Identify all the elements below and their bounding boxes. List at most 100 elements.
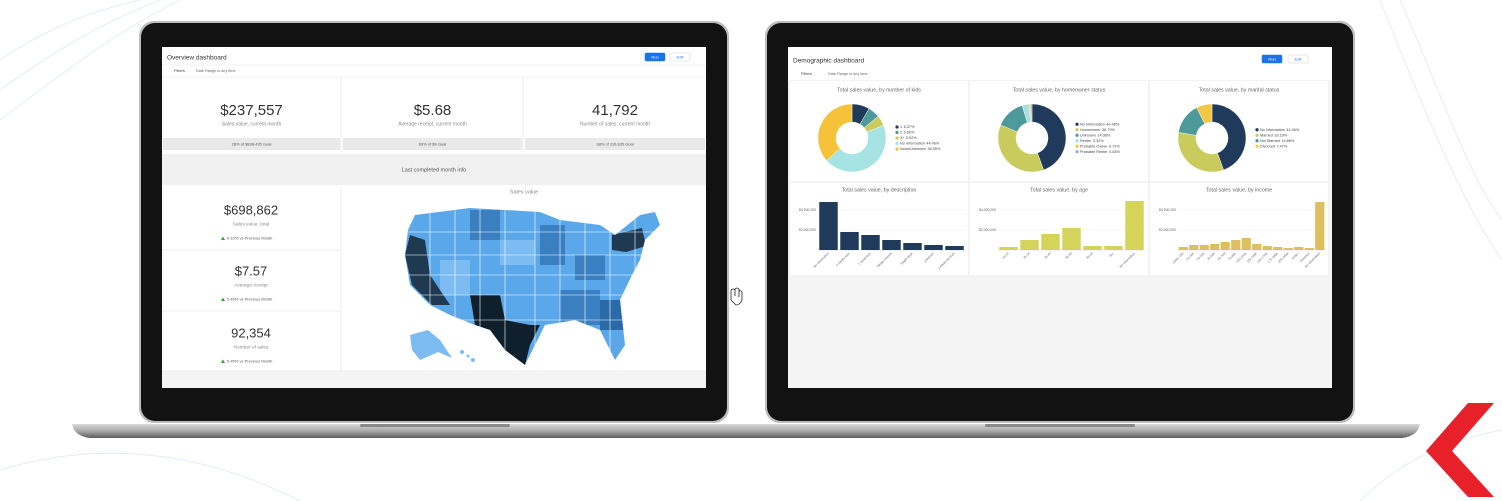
legend-swatch — [1255, 128, 1259, 132]
dashboard-title: Demographic dashboard — [793, 58, 865, 65]
legend-value: 7.47% — [1276, 144, 1287, 148]
button-label[interactable]: Run — [1268, 56, 1275, 61]
legend-value: 44.46% — [1286, 128, 1300, 132]
bar — [861, 235, 880, 250]
legend-value: 0.72% — [1109, 144, 1120, 148]
button[interactable] — [1287, 54, 1309, 64]
goal-text: 63% of $9 Goal — [419, 142, 447, 147]
x-tick-label: 50-74K — [1217, 251, 1228, 262]
legend-swatch — [895, 125, 899, 129]
pie-slice — [1211, 103, 1247, 171]
kpi-label: Number of sales, current month — [580, 121, 650, 127]
button-label[interactable]: Run — [651, 54, 658, 59]
delta-arrow — [221, 297, 225, 301]
bar — [999, 247, 1018, 250]
x-tick-label: 250K+ — [1291, 251, 1300, 260]
stat-value: $698,862 — [224, 202, 278, 217]
legend-label: 2 — [900, 131, 902, 135]
bar — [945, 246, 964, 250]
filter-text: Date Range is any time — [828, 72, 867, 76]
legend-value: 3.32% — [1093, 139, 1104, 143]
legend-swatch — [1075, 122, 1079, 126]
y-tick-label: $2,000,000 — [1159, 228, 1176, 232]
stat-delta: 5.45% vs Previous Month — [227, 359, 272, 364]
bar — [903, 243, 922, 250]
legend-value: 14.08% — [1097, 133, 1111, 137]
goal-text: 28% of $838,435 Goal — [232, 142, 272, 147]
y-tick-label: $4,000,000 — [979, 208, 996, 212]
x-tick-label: 35-44 — [1043, 251, 1052, 260]
legend-swatch — [1075, 150, 1079, 154]
x-tick-label: 15-24K — [1185, 251, 1196, 262]
legend-label: No Information — [1080, 122, 1105, 126]
kpi-value: 41,792 — [592, 102, 638, 119]
legend-swatch — [1255, 144, 1259, 148]
legend-swatch — [1075, 144, 1079, 148]
stat-value: 92,354 — [231, 325, 271, 340]
legend-swatch — [1255, 139, 1259, 143]
y-tick-label: $2,000,000 — [979, 228, 996, 232]
x-tick-label: 25-34K — [1196, 251, 1207, 262]
goal-bar — [343, 138, 522, 150]
bar — [1252, 244, 1262, 250]
x-tick-label: 75-99K — [1227, 251, 1238, 262]
legend-label: Unknown — [1080, 133, 1096, 137]
kpi-value: $5.68 — [414, 102, 452, 119]
goal-text: 38% of 110,835 Goal — [596, 142, 633, 147]
bar — [882, 240, 901, 250]
x-tick-label: 25-34 — [1022, 251, 1031, 260]
legend-label: No Information — [900, 142, 925, 146]
pie-slice — [1031, 103, 1067, 171]
legend-swatch — [1075, 133, 1079, 137]
pie-slice — [826, 125, 887, 173]
dashboard-title: Overview dashboard — [167, 55, 227, 62]
legend-value: 8.37% — [904, 125, 915, 129]
button[interactable] — [1261, 54, 1283, 64]
x-tick-label: 45-54 — [1064, 251, 1073, 260]
y-tick-label: $4,000,000 — [799, 208, 816, 212]
bar — [1178, 247, 1188, 250]
delta-arrow — [221, 359, 225, 363]
chart-title: Total sales value, by age — [1030, 187, 1088, 193]
button-label[interactable]: Edit — [677, 54, 685, 59]
legend-label: Not Married — [1260, 139, 1280, 143]
legend-label: No Information — [1260, 128, 1285, 132]
legend-value: 0.63% — [1109, 150, 1120, 154]
legend-swatch — [1075, 139, 1079, 143]
section-title: Last completed month info — [402, 167, 467, 173]
panel — [1150, 183, 1328, 275]
pie-slice — [1196, 103, 1213, 124]
stat-label: Number of sales — [234, 344, 270, 350]
legend-label: 1 — [900, 125, 902, 129]
bar — [924, 245, 943, 250]
legend-label: Divorced — [1260, 144, 1275, 148]
pie-slice — [1030, 103, 1033, 123]
filter-text: Date Range is any time — [196, 69, 235, 73]
bar — [1062, 228, 1081, 250]
button[interactable] — [669, 52, 691, 62]
legend-value: 36.55% — [927, 147, 941, 151]
chart-title: Total sales value, by marital status — [1199, 87, 1280, 93]
legend-label: None/Unknown — [900, 147, 926, 151]
left-dashboard-layout — [162, 64, 706, 388]
stat-label: Sales value, total — [233, 221, 270, 227]
bar — [1262, 246, 1272, 250]
bar — [1020, 240, 1039, 250]
x-tick-label: 55-64 — [1085, 251, 1094, 260]
bar — [1220, 242, 1230, 250]
stat-label: Average receipt — [234, 282, 268, 288]
bar — [1304, 248, 1314, 250]
legend-value: 36.79% — [1102, 128, 1116, 132]
x-tick-label: 35-49K — [1206, 251, 1217, 262]
y-tick-label: $2,000,000 — [799, 228, 816, 232]
goal-bar — [163, 138, 340, 150]
legend-label: Married — [1260, 133, 1273, 137]
legend-swatch — [1075, 128, 1079, 132]
button-label[interactable]: Edit — [1295, 56, 1303, 61]
bar — [840, 232, 859, 250]
button[interactable] — [644, 52, 666, 62]
x-tick-label: 19-24 — [1001, 251, 1010, 260]
filters-label: Filters — [801, 71, 812, 76]
